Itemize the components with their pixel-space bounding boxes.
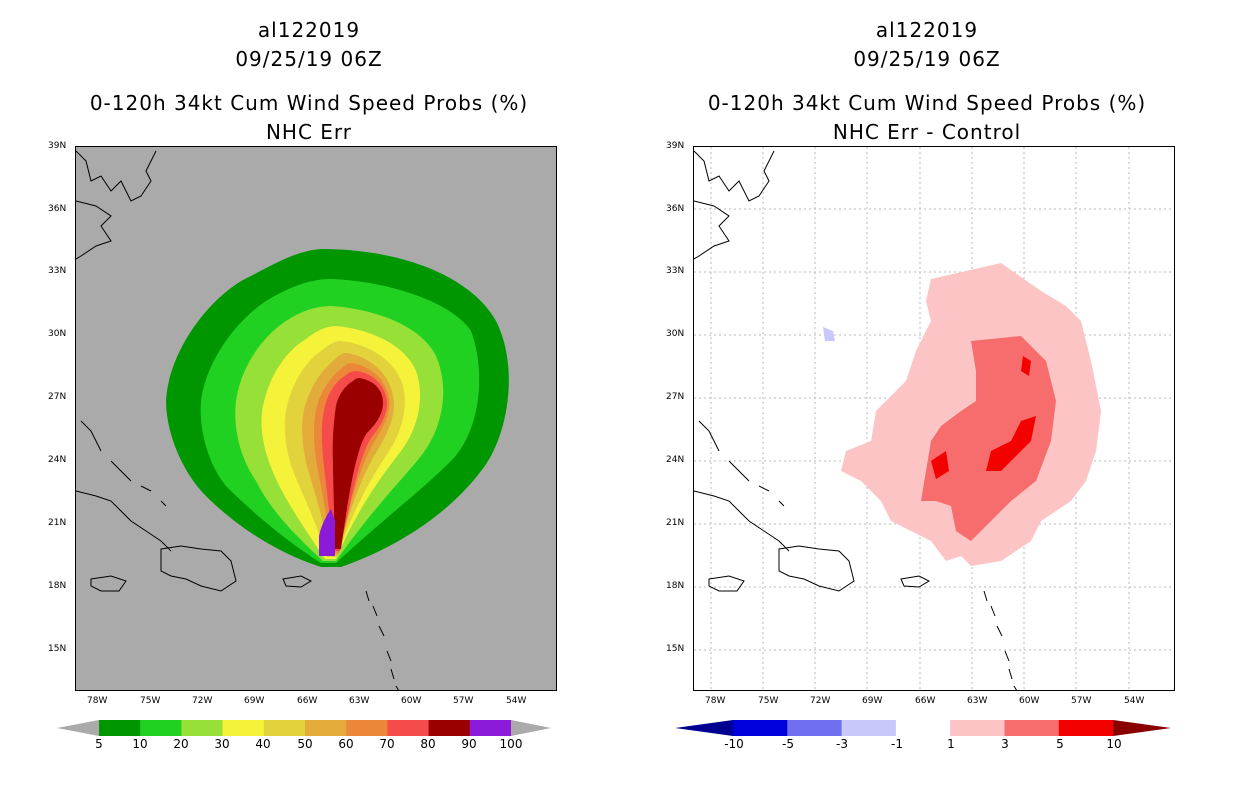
colorbar-segment — [428, 720, 471, 736]
colorbar-segment — [387, 720, 430, 736]
right-date-time: 09/25/19 06Z — [853, 47, 1001, 71]
right-lat-tick: 27N — [666, 392, 685, 402]
left-lon-tick: 78W — [87, 696, 108, 706]
left-product-title: 0-120h 34kt Cum Wind Speed Probs (%) — [89, 91, 529, 115]
colorbar-segment — [222, 720, 265, 736]
left-storm-id: al122019 — [257, 18, 361, 42]
left-lon-tick: 63W — [349, 696, 370, 706]
left-lon-tick: 66W — [297, 696, 318, 706]
right-colorbar-label: 5 — [1056, 737, 1064, 751]
colorbar-segment — [787, 720, 843, 736]
left-probability-field — [166, 249, 509, 567]
right-lon-tick: 57W — [1071, 696, 1092, 706]
right-coastlines — [694, 150, 1017, 690]
colorbar-right-arrow — [511, 720, 551, 736]
right-lon-tick: 54W — [1124, 696, 1145, 706]
left-date-time: 09/25/19 06Z — [235, 47, 383, 71]
right-product-title: 0-120h 34kt Cum Wind Speed Probs (%) — [707, 91, 1147, 115]
right-colorbar-label: 10 — [1106, 737, 1122, 751]
left-lat-tick: 15N — [48, 644, 67, 654]
left-lon-tick: 69W — [244, 696, 265, 706]
left-map — [75, 146, 557, 691]
right-colorbar-label: -3 — [836, 737, 848, 751]
colorbar-segment — [1058, 720, 1114, 736]
colorbar-segment — [263, 720, 306, 736]
colorbar-segment — [950, 720, 1005, 736]
left-colorbar-label: 20 — [173, 737, 189, 751]
right-colorbar-label: -1 — [891, 737, 903, 751]
right-lat-tick: 24N — [666, 455, 685, 465]
left-lon-tick: 54W — [506, 696, 527, 706]
right-colorbar — [675, 720, 1172, 736]
left-subtitle: NHC Err — [265, 120, 353, 144]
colorbar-segment — [181, 720, 224, 736]
colorbar-segment — [346, 720, 388, 736]
colorbar-segment — [895, 720, 951, 736]
right-lon-tick: 63W — [967, 696, 988, 706]
left-lon-tick: 72W — [192, 696, 213, 706]
left-colorbar — [57, 720, 551, 736]
right-colorbar-label: 1 — [947, 737, 955, 751]
left-lat-tick: 27N — [48, 392, 67, 402]
right-lat-tick: 21N — [666, 518, 685, 528]
right-subtitle: NHC Err - Control — [832, 120, 1022, 144]
colorbar-left-arrow — [57, 720, 99, 736]
left-colorbar-label: 50 — [297, 737, 313, 751]
colorbar-segment — [140, 720, 182, 736]
right-map — [693, 146, 1175, 691]
right-storm-id: al122019 — [875, 18, 979, 42]
left-colorbar-label: 80 — [420, 737, 436, 751]
left-colorbar-label: 60 — [338, 737, 354, 751]
right-panel: al122019 09/25/19 06Z 0-120h 34kt Cum Wi… — [618, 0, 1236, 800]
right-lat-tick: 15N — [666, 644, 685, 654]
left-lat-tick: 18N — [48, 581, 67, 591]
right-colorbar-label: -10 — [724, 737, 744, 751]
colorbar-segment — [305, 720, 347, 736]
left-colorbar-label: 10 — [132, 737, 148, 751]
colorbar-segment — [841, 720, 897, 736]
left-lon-tick: 75W — [140, 696, 161, 706]
right-lon-tick: 60W — [1019, 696, 1040, 706]
right-lat-tick: 39N — [666, 141, 685, 151]
left-colorbar-label: 100 — [499, 737, 523, 751]
right-lon-tick: 69W — [862, 696, 883, 706]
left-lat-tick: 36N — [48, 204, 67, 214]
left-colorbar-label: 40 — [255, 737, 271, 751]
left-lat-tick: 33N — [48, 266, 67, 276]
colorbar-segment — [1004, 720, 1060, 736]
colorbar-segment — [733, 720, 788, 736]
left-lat-tick: 39N — [48, 141, 67, 151]
left-colorbar-label: 30 — [214, 737, 230, 751]
left-colorbar-label: 90 — [461, 737, 477, 751]
right-lat-tick: 18N — [666, 581, 685, 591]
left-lat-tick: 24N — [48, 455, 67, 465]
left-lat-tick: 30N — [48, 329, 67, 339]
right-colorbar-label: -5 — [782, 737, 794, 751]
left-colorbar-label: 70 — [379, 737, 395, 751]
right-lat-tick: 36N — [666, 204, 685, 214]
left-lon-tick: 57W — [453, 696, 474, 706]
left-panel: al122019 09/25/19 06Z 0-120h 34kt Cum Wi… — [48, 18, 557, 751]
left-coastlines — [76, 150, 399, 690]
colorbar-right-arrow — [1113, 720, 1172, 736]
right-lon-tick: 78W — [705, 696, 726, 706]
right-lat-tick: 30N — [666, 329, 685, 339]
colorbar-segment — [469, 720, 512, 736]
right-colorbar-label: 3 — [1001, 737, 1009, 751]
right-lon-tick: 75W — [758, 696, 779, 706]
right-difference-field — [694, 147, 1174, 690]
right-lat-tick: 33N — [666, 266, 685, 276]
colorbar-left-arrow — [675, 720, 733, 736]
right-lon-tick: 72W — [810, 696, 831, 706]
left-lon-tick: 60W — [401, 696, 422, 706]
left-lat-tick: 21N — [48, 518, 67, 528]
colorbar-segment — [99, 720, 141, 736]
left-colorbar-label: 5 — [95, 737, 103, 751]
right-lon-tick: 66W — [915, 696, 936, 706]
